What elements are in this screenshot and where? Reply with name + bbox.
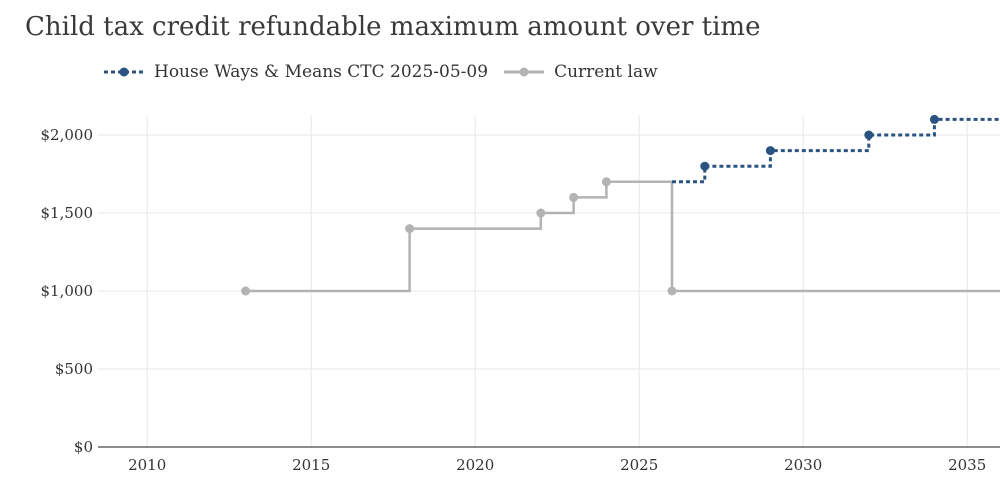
x-tick-label: 2035 bbox=[948, 456, 986, 474]
y-tick-label: $0 bbox=[74, 438, 93, 456]
data-point-house bbox=[929, 114, 939, 124]
data-point-current-law bbox=[601, 177, 611, 187]
x-tick-label: 2025 bbox=[620, 456, 658, 474]
x-tick-label: 2010 bbox=[128, 456, 166, 474]
legend-item-current-law[interactable]: Current law bbox=[502, 62, 658, 82]
legend-label-house: House Ways & Means CTC 2025-05-09 bbox=[154, 62, 489, 82]
x-tick-label: 2020 bbox=[456, 456, 494, 474]
legend: House Ways & Means CTC 2025-05-09 Curren… bbox=[102, 60, 672, 84]
series-line-house bbox=[672, 117, 1000, 184]
x-tick-label: 2030 bbox=[784, 456, 822, 474]
data-point-current-law bbox=[536, 208, 546, 218]
y-tick-label: $1,000 bbox=[41, 282, 94, 300]
data-point-house bbox=[864, 130, 874, 140]
y-tick-label: $1,500 bbox=[41, 204, 94, 222]
legend-swatch-current-law bbox=[504, 67, 545, 77]
y-tick-label: $2,000 bbox=[41, 126, 94, 144]
chart-title: Child tax credit refundable maximum amou… bbox=[25, 12, 761, 42]
legend-label-current-law: Current law bbox=[554, 62, 658, 82]
data-point-house bbox=[765, 146, 775, 156]
legend-item-house[interactable]: House Ways & Means CTC 2025-05-09 bbox=[102, 62, 488, 82]
data-point-current-law bbox=[569, 192, 579, 202]
x-tick-label: 2015 bbox=[292, 456, 330, 474]
data-point-current-law bbox=[405, 224, 415, 234]
data-point-current-law bbox=[667, 286, 677, 296]
legend-swatch-house bbox=[104, 67, 144, 77]
y-tick-label: $500 bbox=[55, 360, 93, 378]
series-line-current-law bbox=[245, 180, 1000, 293]
data-point-current-law bbox=[241, 286, 251, 296]
data-point-house bbox=[700, 161, 710, 171]
